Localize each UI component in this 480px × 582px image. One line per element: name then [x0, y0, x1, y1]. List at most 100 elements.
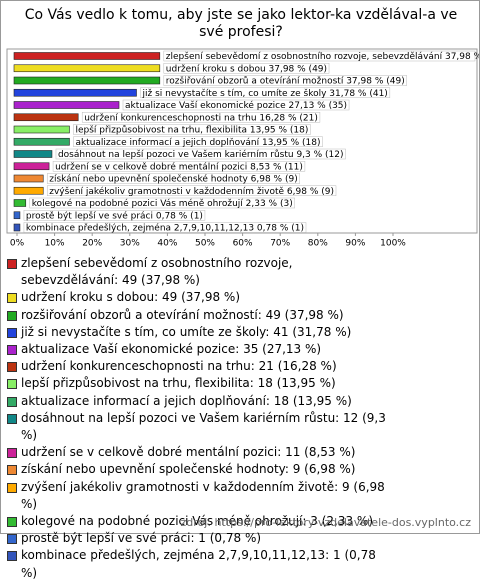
legend-entry: zvýšení jakékoliv gramotnosti v každoden… [7, 479, 387, 513]
bar-label-group: již si nevystačíte s tím, co umíte ze šk… [140, 87, 391, 99]
legend-swatch [7, 448, 17, 459]
legend-label: kombinace předešlých, zejména 2,7,9,10,1… [21, 548, 376, 580]
legend-label: zlepšení sebevědomí z osobnostního rozvo… [21, 256, 293, 288]
legend-label: již si nevystačíte s tím, co umíte ze šk… [21, 324, 352, 339]
legend-entry: již si nevystačíte s tím, co umíte ze šk… [7, 324, 387, 341]
legend-swatch [7, 396, 17, 407]
bar [13, 186, 44, 195]
legend-label: zvýšení jakékoliv gramotnosti v každoden… [21, 479, 385, 511]
bar-label-group: kombinace předešlých, zejména 2,7,9,10,1… [23, 222, 307, 234]
x-tick-label: 60% [233, 239, 253, 249]
bar-label-group: získání nebo upevnění společenské hodnot… [46, 173, 300, 185]
bar-label: zvýšení jakékoliv gramotnosti v každoden… [49, 186, 334, 197]
legend-label: aktualizace Vaší ekonomické pozice: 35 (… [21, 342, 322, 357]
bar-label-group: kolegové na podobné pozici Vás méně ohro… [29, 197, 295, 209]
bar-label: již si nevystačíte s tím, co umíte ze šk… [141, 88, 387, 99]
x-tick-label: 70% [270, 239, 290, 249]
bar [13, 64, 161, 73]
legend-entry: rozšiřování obzorů a otevírání možností:… [7, 307, 387, 324]
bar-label: aktualizace Vaší ekonomické pozice 27,13… [125, 100, 347, 111]
bar-label: lepší přizpůsobivost na trhu, flexibilit… [75, 125, 308, 136]
legend-entry: získání nebo upevnění společenské hodnot… [7, 461, 387, 478]
bar-label-group: zlepšení sebevědomí z osobnostního rozvo… [163, 50, 479, 62]
bar-label-group: zvýšení jakékoliv gramotnosti v každoden… [46, 185, 337, 197]
source: zdroj: https://pro-lektory-vzdelavatele-… [180, 516, 471, 529]
bar [13, 113, 79, 122]
legend-entry: dosáhnout na lepší pozoci ve Vašem karié… [7, 410, 387, 444]
legend-swatch [7, 517, 17, 528]
bar [13, 101, 120, 109]
bar-label: prostě být lepší ve své práci 0,78 % (1) [26, 210, 203, 221]
legend-swatch [7, 345, 17, 356]
legend-entry: aktualizace informací a jejich doplňován… [7, 393, 387, 410]
legend-label: udržení se v celkově dobré mentální pozi… [21, 445, 356, 460]
legend-swatch [7, 482, 17, 493]
bar-label: aktualizace informací a jejich doplňován… [75, 137, 320, 148]
bar-label: kombinace předešlých, zejména 2,7,9,10,1… [26, 223, 304, 234]
bar-label: kolegové na podobné pozici Vás méně ohro… [32, 198, 293, 209]
legend-label: kolegové na podobné pozici Vás méně ohro… [21, 514, 373, 529]
legend-entry: udržení kroku s dobou: 49 (37,98 %) [7, 289, 387, 306]
x-tick-label: 20% [82, 239, 102, 249]
legend-swatch [7, 379, 17, 390]
x-tick-label: 10% [45, 239, 65, 249]
bar [13, 199, 27, 207]
bar-label-group: dosáhnout na lepší pozoci ve Vašem karié… [55, 148, 346, 160]
x-tick-label: 50% [195, 239, 215, 249]
bar-label-group: rozšiřování obzorů a otevírání možností … [163, 75, 407, 87]
legend-label: udržení konkurenceschopnosti na trhu: 21… [21, 359, 337, 374]
x-tick-label: 100% [380, 239, 406, 249]
legend-swatch [7, 327, 17, 338]
bar [13, 174, 44, 183]
bar-label-bg [23, 210, 206, 221]
bar-label-group: aktualizace Vaší ekonomické pozice 27,13… [122, 99, 350, 111]
bar-label-bg [55, 148, 346, 160]
legend-entry: zlepšení sebevědomí z osobnostního rozvo… [7, 255, 387, 289]
x-tick-label: 40% [157, 239, 177, 249]
bar-label: zlepšení sebevědomí z osobnostního rozvo… [166, 51, 479, 62]
bar [13, 150, 53, 158]
bar-label: dosáhnout na lepší pozoci ve Vašem karié… [58, 149, 344, 160]
legend-swatch [7, 362, 17, 373]
legend-swatch [7, 551, 17, 562]
bar-label-bg [46, 173, 300, 184]
bar [13, 223, 21, 232]
chart: 0% 10% 20% 30% 40% 50% 60% 70% 80% 90% 100% zlepšen… [6, 48, 479, 249]
bar-label-bg [163, 75, 407, 86]
legend-entry: kombinace předešlých, zejména 2,7,9,10,1… [7, 547, 387, 581]
legend-swatch [7, 259, 17, 269]
x-tick-label: 90% [345, 239, 365, 249]
legend-entry: udržení konkurenceschopnosti na trhu: 21… [7, 358, 387, 375]
bar-label-group: lepší přizpůsobivost na trhu, flexibilit… [73, 124, 311, 136]
legend-swatch [7, 465, 17, 476]
legend-swatch [7, 534, 17, 545]
bar-label-bg [163, 63, 330, 74]
bar [13, 76, 161, 85]
legend-entry: udržení se v celkově dobré mentální pozi… [7, 444, 387, 461]
legend-label: prostě být lepší ve své práci: 1 (0,78 %… [21, 531, 262, 546]
legend-swatch [7, 293, 17, 304]
legend: zlepšení sebevědomí z osobnostního rozvo… [7, 255, 387, 582]
bar [13, 88, 137, 97]
bar-label-bg [140, 87, 391, 98]
legend-label: dosáhnout na lepší pozoci ve Vašem karié… [21, 410, 386, 443]
x-tick-label: 30% [120, 239, 140, 249]
legend-entry: lepší přizpůsobivost na trhu, flexibilit… [7, 375, 387, 392]
legend-swatch [7, 413, 17, 424]
x-tick-label: 80% [308, 239, 328, 249]
legend-label: získání nebo upevnění společenské hodnot… [21, 462, 356, 477]
legend-entry: kolegové na podobné pozici Vás méně ohro… [7, 513, 387, 530]
bar-label-bg [73, 136, 323, 147]
bar-label-bg [122, 99, 350, 111]
bar-label: získání nebo upevnění společenské hodnot… [49, 174, 297, 185]
bar-label-bg [52, 161, 306, 172]
bar [13, 52, 161, 60]
bar-label-bg [73, 124, 311, 135]
bar-label: udržení se v celkově dobré mentální pozi… [55, 161, 303, 172]
x-tick-label: 0% [10, 239, 25, 249]
legend-label: aktualizace informací a jejich doplňován… [21, 393, 352, 408]
bar-label-group: udržení konkurenceschopnosti na trhu 16,… [81, 112, 321, 123]
bar-label: udržení kroku s dobou 37,98 % (49) [166, 64, 327, 74]
bar [13, 137, 70, 146]
